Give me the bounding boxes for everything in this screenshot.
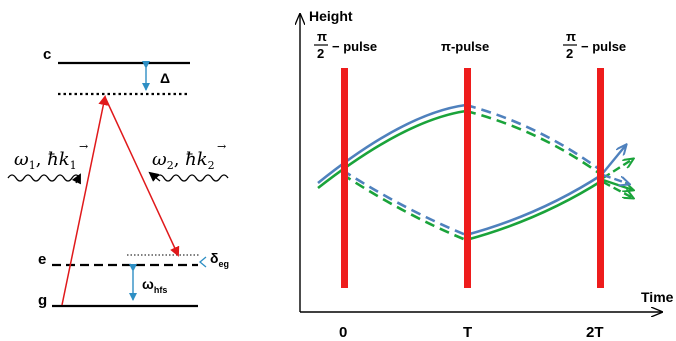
energy-level-diagram: c Δ e δeg g ωhfs ω1, ħk1 [7,46,229,309]
hfs-label: ωhfs [142,276,167,295]
tick-label-T: T [463,324,472,341]
pulse-bar-T [464,68,471,288]
beam-1-omega: ω [14,149,29,170]
beam-1-k: k [59,149,70,170]
raman-beam-2-arrow [104,96,180,257]
output-blue-arrow-2 [602,173,629,184]
output-blue-arrow-1 [602,145,626,174]
beam-2-hbar: ħ [185,149,197,170]
lower-arm-blue-solid [465,172,604,237]
output-green-arrow-3 [602,180,633,198]
delta-eg-symbol: δ [210,250,219,266]
interferometer-diagram: Height Time 0 T 2T π 2 − pulse π-pulse π… [300,8,674,341]
pulse-3-suffix: − pulse [581,39,626,54]
beam-2-kindex: 2 [208,159,215,172]
tick-label-0: 0 [339,324,347,341]
level-e-label: e [38,251,46,268]
y-axis-label: Height [309,8,353,24]
photon-2-arrowhead [148,171,161,182]
photon-2-wave [155,174,229,182]
upper-arm-blue-solid [317,103,467,185]
beam-2-label: ω2, ħk2 [152,149,215,172]
pulse-3-denominator: 2 [566,46,573,61]
beam-2-omega: ω [152,149,167,170]
upper-arm-green-dashed [465,109,604,178]
pulse-bar-2T [597,68,604,288]
pulse-bar-0 [341,68,348,288]
lower-arm-blue-dashed [341,168,467,237]
beam-1-index: 1 [29,159,36,172]
lower-arm-green-dashed [341,172,467,242]
detuning-label: Δ [160,70,170,86]
beam-2-k-vector-arrow: → [217,140,226,153]
beam-1-label: ω1, ħk1 [14,149,77,172]
tick-label-2T: 2T [586,324,604,341]
x-axis-label: Time [641,289,674,305]
upper-arm-green-solid [317,109,467,190]
beam-1-k-vector-arrow: → [79,140,88,153]
raman-beam-1-arrow [61,95,109,306]
output-green-arrow-1 [602,159,633,180]
hfs-omega: ω [142,276,154,292]
beam-1-kindex: 1 [70,159,77,172]
beam-2-k: k [197,149,208,170]
photon-1-wave [7,174,81,182]
beam-2-index: 2 [167,159,174,172]
pulse-3-label: π 2 − pulse [563,29,626,61]
pulse-1-numerator: π [317,29,327,44]
level-c-label: c [43,46,51,63]
beam-2-sep: , [174,149,185,170]
upper-arm-blue-dashed [465,103,604,174]
delta-eg-bracket [198,256,207,268]
pulse-1-suffix: − pulse [332,39,377,54]
beam-1-hbar: ħ [47,149,59,170]
hfs-subscript: hfs [154,285,168,295]
beam-1-sep: , [36,149,47,170]
pulse-2-label: π-pulse [441,39,489,54]
photon-1-arrowhead [71,173,81,185]
delta-eg-subscript: eg [219,259,230,269]
pulse-3-numerator: π [566,29,576,44]
delta-eg-label: δeg [210,250,229,269]
pulse-1-label: π 2 − pulse [314,29,377,61]
pulse-1-denominator: 2 [317,46,324,61]
level-g-label: g [38,292,47,309]
lower-arm-green-solid [465,178,604,242]
